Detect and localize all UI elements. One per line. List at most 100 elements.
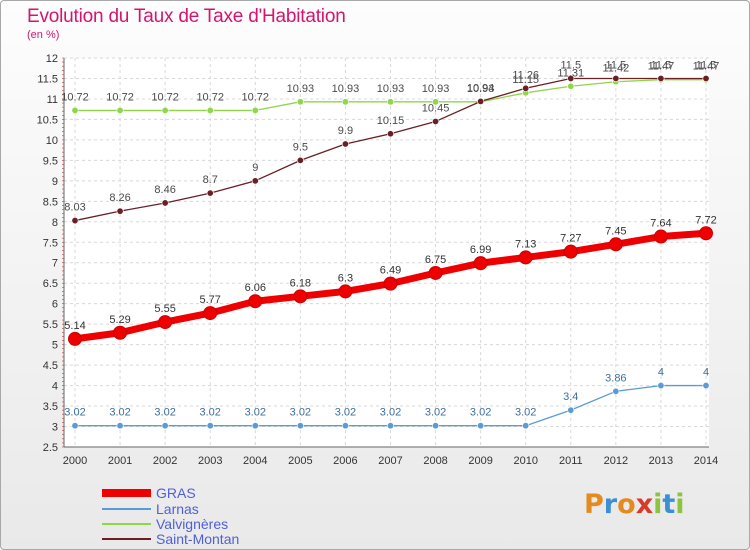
y-tick-label: 3	[52, 422, 58, 434]
x-tick-label: 2001	[108, 455, 132, 467]
data-point	[518, 250, 533, 265]
data-label: 9	[252, 162, 258, 174]
data-label: 7.13	[515, 238, 536, 250]
y-tick-label: 10.5	[37, 114, 58, 126]
data-label: 11.15	[512, 74, 539, 86]
data-label: 3.02	[64, 407, 85, 419]
data-point	[386, 130, 394, 138]
data-label: 3.02	[109, 407, 130, 419]
data-point	[71, 106, 79, 114]
data-point	[432, 422, 440, 430]
x-tick-label: 2005	[288, 455, 312, 467]
data-label: 10.72	[196, 91, 224, 103]
data-label: 8.46	[154, 184, 175, 196]
brand-letter: P	[584, 489, 604, 520]
data-label: 10.15	[377, 115, 405, 127]
data-label: 3.02	[290, 407, 311, 419]
data-point	[68, 331, 82, 346]
data-point	[341, 98, 349, 106]
data-label: 10.72	[151, 91, 179, 103]
data-label: 10.93	[377, 83, 405, 95]
y-tick-label: 12	[46, 53, 58, 65]
data-point	[251, 177, 259, 185]
data-point	[383, 276, 398, 291]
data-label: 7.27	[560, 233, 581, 245]
data-label: 11.47	[648, 61, 675, 73]
x-tick-label: 2014	[694, 455, 718, 467]
data-point	[567, 82, 575, 90]
y-tick-label: 5	[52, 340, 58, 352]
data-label: 4	[703, 367, 709, 379]
data-label: 5.14	[64, 320, 85, 332]
data-point	[432, 117, 440, 125]
data-label: 6.18	[290, 277, 311, 289]
legend-label: Larnas	[156, 501, 199, 517]
data-label: 8.26	[109, 192, 130, 204]
data-label: 11.31	[557, 67, 584, 79]
data-label: 7.45	[605, 225, 626, 237]
data-label: 10.93	[332, 83, 360, 95]
data-point	[386, 422, 394, 430]
data-point	[522, 422, 530, 430]
x-tick-label: 2009	[468, 455, 492, 467]
data-label: 10.72	[106, 91, 134, 103]
data-point	[341, 140, 349, 148]
data-point	[657, 74, 665, 82]
data-label: 3.02	[335, 407, 356, 419]
data-point	[612, 74, 620, 82]
y-tick-label: 2.5	[43, 442, 58, 454]
data-point	[341, 422, 349, 430]
data-label: 3.02	[380, 407, 401, 419]
data-label: 3.86	[605, 372, 626, 384]
data-point	[563, 244, 578, 259]
data-label: 5.29	[109, 314, 130, 326]
data-label: 3.02	[200, 407, 221, 419]
y-tick-label: 6	[52, 299, 58, 311]
data-point	[612, 387, 620, 395]
x-tick-label: 2011	[559, 455, 583, 467]
y-tick-label: 4	[52, 381, 58, 393]
y-tick-label: 7.5	[43, 237, 58, 249]
brand-letter: x	[635, 489, 654, 520]
x-tick-label: 2008	[423, 455, 447, 467]
x-tick-label: 2007	[378, 455, 402, 467]
data-label: 10.72	[61, 91, 89, 103]
legend-label: Valvignères	[156, 516, 228, 532]
data-point	[428, 265, 443, 280]
data-label: 5.55	[154, 303, 175, 315]
legend-label: Saint-Montan	[156, 531, 239, 547]
data-point	[386, 98, 394, 106]
data-label: 10.94	[467, 82, 495, 94]
data-point	[522, 84, 530, 92]
data-label: 9.5	[293, 141, 308, 153]
data-label: 3.02	[154, 407, 175, 419]
x-tick-label: 2002	[153, 455, 177, 467]
brand-letter: o	[617, 489, 636, 520]
data-point	[657, 382, 665, 390]
data-point	[161, 106, 169, 114]
data-point	[477, 422, 485, 430]
chart-subtitle: (en %)	[27, 29, 60, 41]
data-point	[477, 97, 485, 105]
data-point	[116, 422, 124, 430]
data-label: 5.77	[200, 294, 221, 306]
data-point	[251, 422, 259, 430]
data-label: 3.02	[425, 407, 446, 419]
data-label: 4	[658, 367, 664, 379]
data-label: 3.02	[245, 407, 266, 419]
data-point	[296, 156, 304, 164]
x-tick-label: 2004	[243, 455, 267, 467]
data-point	[567, 406, 575, 414]
data-label: 10.93	[467, 83, 495, 95]
data-label: 6.06	[245, 282, 266, 294]
data-point	[251, 106, 259, 114]
data-point	[161, 199, 169, 207]
data-point	[158, 315, 173, 330]
data-label: 10.72	[242, 91, 270, 103]
y-tick-label: 9.5	[43, 155, 58, 167]
data-point	[653, 229, 668, 244]
y-tick-label: 8.5	[43, 196, 58, 208]
data-point	[161, 422, 169, 430]
